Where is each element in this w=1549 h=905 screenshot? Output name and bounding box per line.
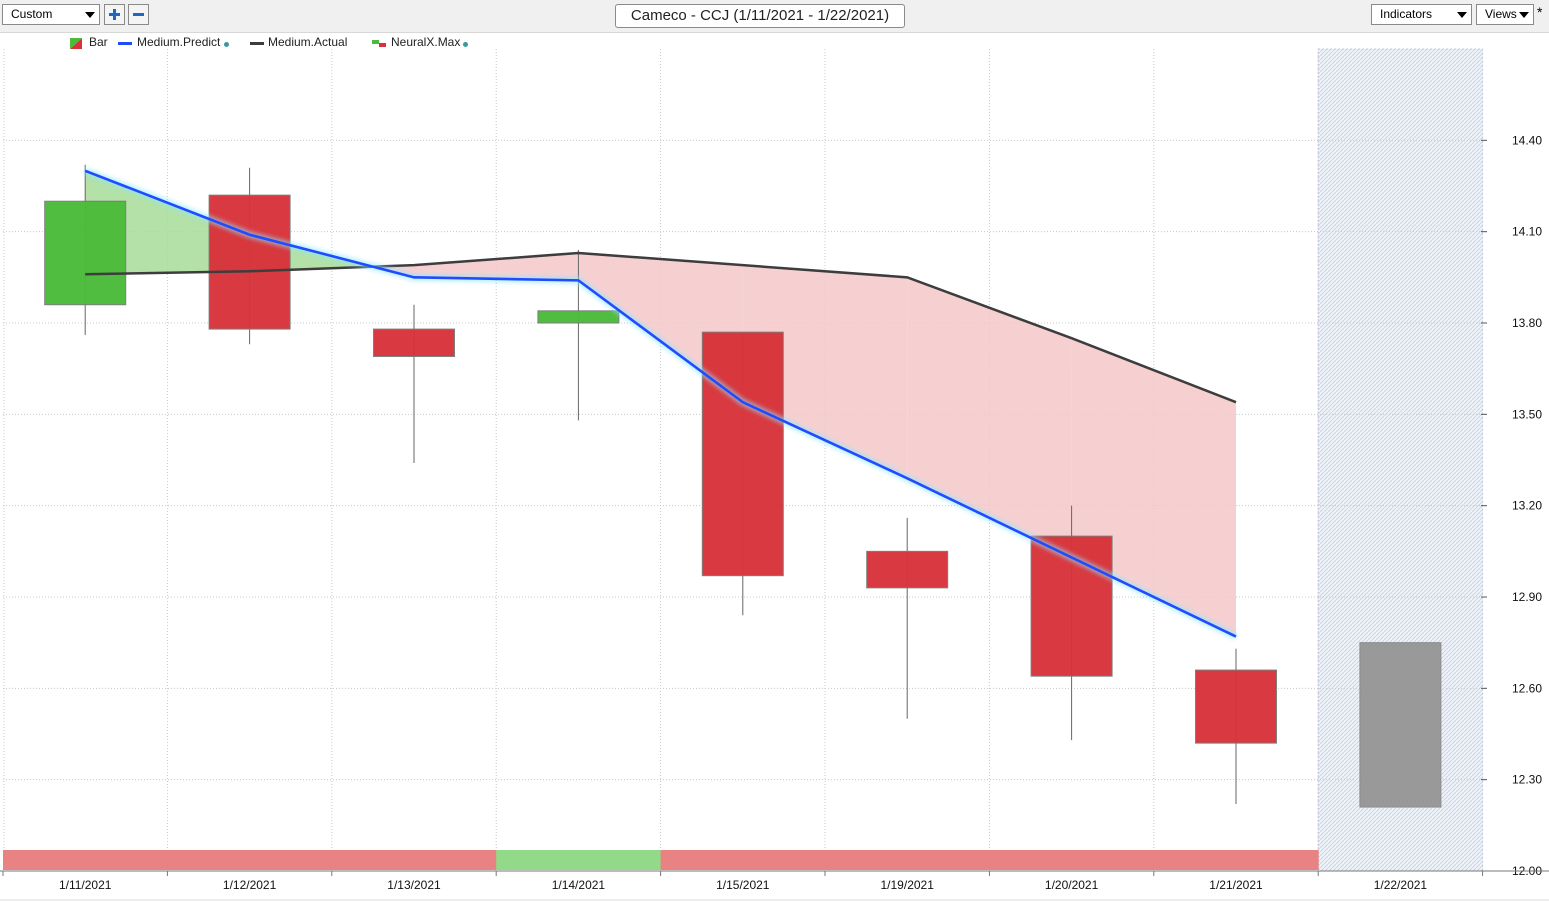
chevron-down-icon bbox=[1457, 12, 1467, 18]
candle-body[interactable] bbox=[44, 200, 127, 306]
plus-icon-vertical bbox=[113, 9, 116, 20]
predict-actual-fill bbox=[578, 252, 743, 403]
views-label: Views bbox=[1485, 7, 1517, 21]
signal-band-segment bbox=[496, 850, 662, 870]
x-tick-label: 1/14/2021 bbox=[552, 878, 606, 892]
medium-predict-line bbox=[84, 169, 1237, 638]
candle-body[interactable] bbox=[701, 331, 784, 577]
signal-band-segment bbox=[989, 850, 1155, 870]
view-select[interactable]: Custom bbox=[2, 4, 100, 25]
medium-actual-line bbox=[85, 251, 1237, 404]
predict-actual-fill bbox=[907, 277, 1072, 558]
candle-body[interactable] bbox=[208, 194, 291, 330]
views-select[interactable]: Views bbox=[1476, 4, 1534, 25]
chevron-down-icon bbox=[85, 12, 95, 18]
y-tick-label: 12.30 bbox=[1512, 773, 1542, 787]
signal-band-segment bbox=[1153, 850, 1319, 870]
predict-actual-fill bbox=[85, 170, 250, 275]
y-tick-label: 14.10 bbox=[1512, 225, 1542, 239]
predict-actual-fill bbox=[414, 252, 579, 281]
signal-band-segment bbox=[825, 850, 990, 870]
neuralx-legend-icon bbox=[372, 40, 386, 47]
x-tick-label: 1/20/2021 bbox=[1045, 878, 1099, 892]
x-tick-label: 1/22/2021 bbox=[1374, 878, 1428, 892]
candle-body[interactable] bbox=[537, 310, 620, 324]
x-tick-label: 1/19/2021 bbox=[881, 878, 935, 892]
candle-body[interactable] bbox=[866, 550, 949, 589]
view-select-value: Custom bbox=[11, 7, 53, 21]
chevron-down-icon bbox=[1519, 12, 1529, 18]
zoom-in-button[interactable] bbox=[104, 4, 125, 25]
signal-band-segment bbox=[167, 850, 333, 870]
candle-body[interactable] bbox=[1195, 669, 1277, 744]
y-tick-label: 12.60 bbox=[1512, 681, 1542, 695]
modified-star: * bbox=[1537, 4, 1543, 20]
signal-band-segment bbox=[660, 850, 826, 870]
line-legend-icon bbox=[118, 42, 132, 45]
x-tick-label: 1/15/2021 bbox=[716, 878, 770, 892]
zoom-out-button[interactable] bbox=[128, 4, 149, 25]
y-tick-label: 14.40 bbox=[1512, 133, 1542, 147]
candle-body[interactable] bbox=[1359, 642, 1442, 808]
line-legend-icon bbox=[250, 42, 264, 45]
x-tick-label: 1/13/2021 bbox=[387, 878, 441, 892]
y-tick-label: 13.20 bbox=[1512, 499, 1542, 513]
settings-dot-icon[interactable] bbox=[463, 42, 468, 47]
indicators-select[interactable]: Indicators bbox=[1371, 4, 1472, 25]
toolbar: Custom Cameco - CCJ (1/11/2021 - 1/22/20… bbox=[0, 0, 1549, 33]
legend-label: Bar bbox=[89, 35, 108, 49]
legend-label: Medium.Predict bbox=[137, 35, 221, 49]
settings-dot-icon[interactable] bbox=[224, 42, 229, 47]
chart-title: Cameco - CCJ (1/11/2021 - 1/22/2021) bbox=[615, 4, 905, 28]
legend-label: Medium.Actual bbox=[268, 35, 348, 49]
predict-actual-fill bbox=[742, 265, 908, 479]
legend-label: NeuralX.Max bbox=[391, 35, 461, 49]
y-tick-label: 12.90 bbox=[1512, 590, 1542, 604]
y-tick-label: 13.80 bbox=[1512, 316, 1542, 330]
bar-legend-icon bbox=[70, 38, 82, 49]
y-tick-label: 13.50 bbox=[1512, 407, 1542, 421]
predict-actual-fill bbox=[1071, 338, 1236, 637]
minus-icon bbox=[133, 13, 144, 16]
indicators-label: Indicators bbox=[1380, 7, 1433, 21]
signal-band-segment bbox=[331, 850, 497, 870]
candle-body[interactable] bbox=[373, 328, 455, 357]
x-tick-label: 1/21/2021 bbox=[1209, 878, 1263, 892]
x-tick-label: 1/12/2021 bbox=[223, 878, 277, 892]
signal-band-segment bbox=[3, 850, 168, 870]
x-tick-label: 1/11/2021 bbox=[59, 878, 112, 892]
